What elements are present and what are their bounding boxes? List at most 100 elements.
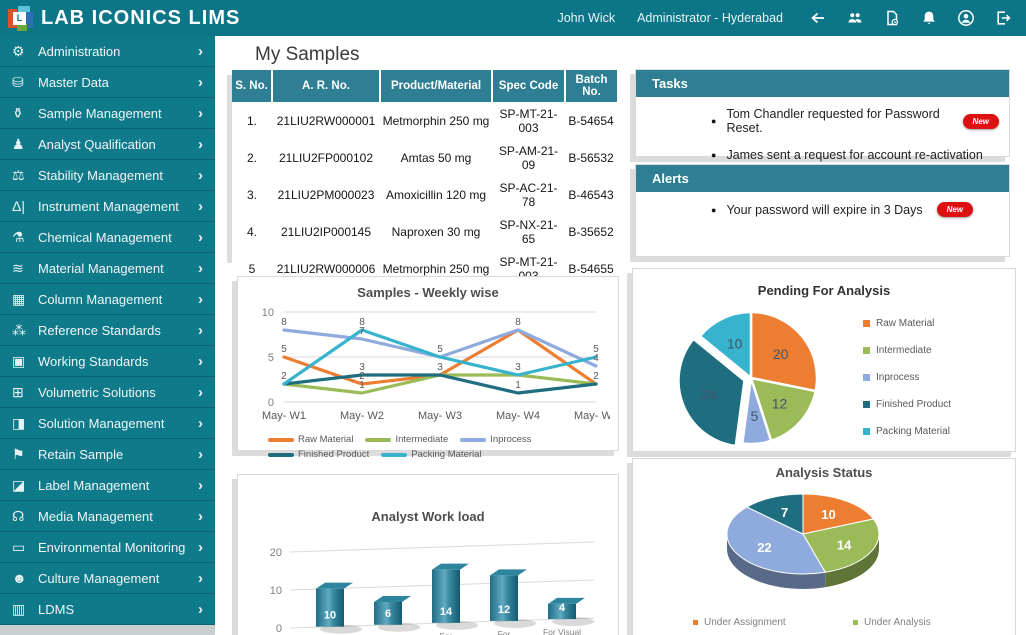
legend-item[interactable]: Finished Product	[863, 399, 951, 410]
list-item-text: Your password will expire in 3 Days	[726, 202, 923, 217]
sidebar-item-media-management[interactable]: ☊ Media Management ›	[0, 501, 215, 532]
table-cell: 1.	[232, 102, 272, 139]
weekly-line-chart: 0 5 10 May- W1 May- W2 May- W3 May- W4 May- W5 5…	[238, 300, 618, 463]
app-logo-icon: L	[8, 5, 33, 31]
svg-text:May- W4: May- W4	[496, 410, 540, 422]
team-icon[interactable]	[846, 9, 864, 27]
table-cell: B-35652	[565, 213, 617, 250]
legend-item[interactable]: Under Analysis	[853, 617, 1013, 628]
svg-text:20: 20	[270, 547, 282, 559]
svg-text:5: 5	[593, 344, 599, 355]
legend-item[interactable]: Under Assignment	[693, 617, 853, 628]
balance-scale-icon: ⚖	[12, 166, 25, 183]
legend-item[interactable]: Inprocess	[863, 372, 951, 383]
sidebar-item-retain-sample[interactable]: ⚑ Retain Sample ›	[0, 439, 215, 470]
sidebar-item-instrument-management[interactable]: Δ| Instrument Management ›	[0, 191, 215, 222]
chevron-right-icon: ›	[198, 569, 203, 587]
table-cell: SP-AC-21-78	[492, 176, 565, 213]
pending-pie-chart: 20 12 5 24 10 Raw Material Intermediate Inproce…	[633, 298, 1015, 453]
chevron-right-icon: ›	[198, 290, 203, 308]
sidebar-item-stability-management[interactable]: ⚖ Stability Management ›	[0, 160, 215, 191]
table-row[interactable]: 2. 21LIU2FP000102 Amtas 50 mg SP-AM-21-09 B-…	[232, 139, 617, 176]
legend-item[interactable]: Packing Material	[863, 426, 951, 437]
svg-text:7: 7	[359, 326, 365, 337]
sidebar-item-sample-management[interactable]: ⚱ Sample Management ›	[0, 98, 215, 129]
chemical-flask-icon: ⚗	[12, 228, 25, 245]
sidebar-item-environmental-monitoring[interactable]: ▭ Environmental Monitoring ›	[0, 532, 215, 563]
legend-item[interactable]: Raw Material	[268, 434, 353, 445]
sidebar-item-column-management[interactable]: ▦ Column Management ›	[0, 284, 215, 315]
table-header-cell: S. No.	[232, 70, 273, 102]
chevron-right-icon: ›	[198, 352, 203, 370]
sidebar-item-chemical-management[interactable]: ⚗ Chemical Management ›	[0, 222, 215, 253]
table-cell: SP-AM-21-09	[492, 139, 565, 176]
sidebar-item-working-standards[interactable]: ▣ Working Standards ›	[0, 346, 215, 377]
chevron-right-icon: ›	[198, 166, 203, 184]
svg-text:2: 2	[593, 371, 599, 382]
back-arrow-icon[interactable]	[809, 9, 827, 27]
chevron-right-icon: ›	[198, 321, 203, 339]
sidebar-item-administration[interactable]: ⚙ Administration ›	[0, 36, 215, 67]
svg-text:ForInvestigation: ForInvestigation	[422, 631, 470, 635]
sidebar-item-label: LDMS	[38, 601, 75, 617]
logout-icon[interactable]	[994, 9, 1012, 27]
sidebar-item-label: Culture Management	[38, 570, 160, 586]
list-item-text: James sent a request for account re-acti…	[726, 148, 983, 162]
profile-icon[interactable]	[957, 9, 975, 27]
svg-text:10: 10	[270, 585, 282, 597]
sidebar-item-label: Instrument Management	[38, 198, 179, 214]
container-box-icon: ◨	[12, 414, 26, 431]
sidebar-item-ldms[interactable]: ▥ LDMS ›	[0, 594, 215, 625]
sidebar-item-master-data[interactable]: ⛁ Master Data ›	[0, 67, 215, 98]
sidebar-item-label: Media Management	[38, 508, 153, 524]
report-file-icon[interactable]	[883, 9, 901, 27]
legend-item[interactable]: Raw Material	[863, 318, 951, 329]
legend-item[interactable]: Packing Material	[381, 449, 482, 460]
sidebar-item-material-management[interactable]: ≋ Material Management ›	[0, 253, 215, 284]
table-cell: Naproxen 30 mg	[380, 213, 492, 250]
instrument-flask-icon: Δ|	[12, 198, 25, 214]
svg-text:22: 22	[757, 540, 771, 555]
legend-item[interactable]: Finished Product	[268, 449, 369, 460]
alerts-panel-title: Alerts	[636, 165, 1009, 192]
people-group-icon: ☻	[12, 570, 27, 586]
legend-item[interactable]: Intermediate	[863, 345, 951, 356]
sidebar-item-culture-management[interactable]: ☻ Culture Management ›	[0, 563, 215, 594]
sidebar-item-label: Retain Sample	[38, 446, 124, 462]
svg-text:8: 8	[359, 317, 365, 328]
table-row[interactable]: 3. 21LIU2PM000023 Amoxicillin 120 mg SP-AC-…	[232, 176, 617, 213]
chevron-right-icon: ›	[198, 228, 203, 246]
sidebar-item-label: Material Management	[38, 260, 164, 276]
table-cell: 21LIU2PM000023	[272, 176, 380, 213]
sidebar-item-analyst-qualification[interactable]: ♟ Analyst Qualification ›	[0, 129, 215, 160]
app-header: L LAB ICONICS LIMS John Wick Administrat…	[0, 0, 1026, 36]
table-row[interactable]: 4. 21LIU2IP000145 Naproxen 30 mg SP-NX-21-6…	[232, 213, 617, 250]
sidebar-item-label-management[interactable]: ◪ Label Management ›	[0, 470, 215, 501]
list-item[interactable]: ● Your password will expire in 3 Days New	[711, 202, 999, 217]
analyst-person-icon: ♟	[12, 135, 25, 152]
notifications-bell-icon[interactable]	[920, 9, 938, 27]
svg-text:ForCalibration: ForCalibration	[484, 629, 525, 635]
weekly-samples-chart-panel: Samples - Weekly wise 0 5 10 May- W1 May- W2…	[237, 276, 619, 460]
sidebar-item-label: Administration	[38, 43, 121, 59]
svg-text:2: 2	[281, 371, 287, 382]
chart-legend: Raw Material Intermediate Inprocess Finishe…	[863, 298, 951, 453]
table-cell: 21LIU2IP000145	[272, 213, 380, 250]
svg-text:0: 0	[268, 397, 274, 409]
list-item[interactable]: ● James sent a request for account re-act…	[711, 148, 999, 162]
sidebar-item-volumetric-solutions[interactable]: ⊞ Volumetric Solutions ›	[0, 377, 215, 408]
list-item[interactable]: ● Tom Chandler requested for Password Res…	[711, 107, 999, 135]
sidebar-item-label: Environmental Monitoring	[38, 539, 186, 555]
svg-text:4: 4	[593, 353, 599, 364]
legend-item[interactable]: Inprocess	[460, 434, 531, 445]
gear-icon: ⚙	[12, 42, 25, 59]
table-cell: 4.	[232, 213, 272, 250]
svg-text:3: 3	[515, 362, 521, 373]
sidebar-item-solution-management[interactable]: ◨ Solution Management ›	[0, 408, 215, 439]
svg-text:14: 14	[440, 606, 453, 618]
legend-item[interactable]: Intermediate	[365, 434, 448, 445]
sidebar-item-reference-standards[interactable]: ⁂ Reference Standards ›	[0, 315, 215, 346]
table-row[interactable]: 1. 21LIU2RW000001 Metmorphin 250 mg SP-MT-2…	[232, 102, 617, 139]
